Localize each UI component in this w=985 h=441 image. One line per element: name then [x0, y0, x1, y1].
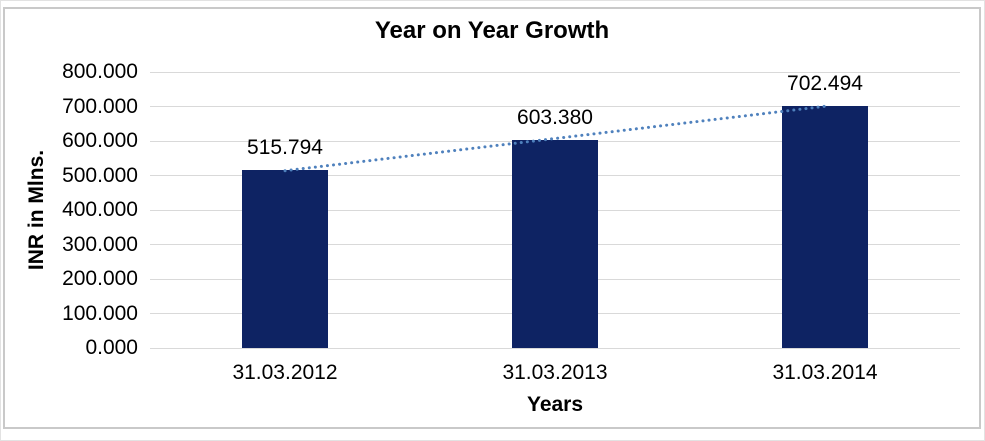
y-axis-tick-label: 600.000 — [62, 129, 138, 152]
gridline — [150, 347, 960, 349]
y-axis-tick-label: 200.000 — [62, 267, 138, 290]
y-axis-tick-label: 300.000 — [62, 232, 138, 256]
bar-value-label: 603.380 — [517, 105, 593, 129]
bar-value-label: 515.794 — [247, 136, 323, 160]
y-axis-tick-label: 800.000 — [62, 60, 138, 83]
bar — [782, 105, 868, 348]
chart-title: Year on Year Growth — [374, 17, 610, 44]
y-axis-tick-label: 500.000 — [62, 163, 138, 187]
gridline — [150, 71, 960, 73]
y-axis-tick-label: 100.000 — [62, 301, 138, 325]
bar-value-label: 702.494 — [787, 71, 863, 95]
trendline-dotted — [283, 104, 827, 173]
x-axis-title: Years — [526, 393, 584, 416]
y-axis-tick-label: 700.000 — [62, 94, 138, 118]
x-axis-tick-label: 31.03.2014 — [772, 361, 878, 384]
bar — [242, 170, 328, 348]
trendline — [283, 104, 827, 173]
x-axis-tick-label: 31.03.2013 — [502, 361, 608, 384]
gridline — [150, 106, 960, 107]
bar — [512, 139, 598, 348]
y-axis-tick-label: 0.000 — [85, 336, 138, 359]
plot-area — [150, 71, 960, 349]
y-axis-tick-label: 400.000 — [62, 198, 138, 221]
x-axis-tick-label: 31.03.2012 — [232, 361, 338, 384]
